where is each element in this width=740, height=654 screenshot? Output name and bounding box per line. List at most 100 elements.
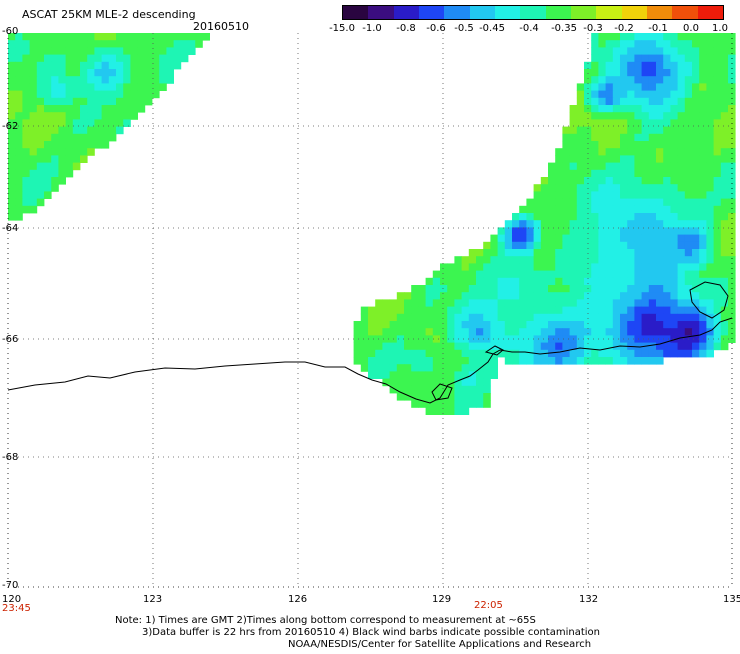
wind-cell xyxy=(670,61,678,70)
wind-cell xyxy=(605,357,614,365)
wind-cell xyxy=(713,270,722,279)
wind-cell xyxy=(548,292,556,300)
wind-cell xyxy=(512,277,520,286)
wind-cell xyxy=(720,263,729,271)
wind-cell xyxy=(677,256,686,264)
wind-cell xyxy=(612,299,621,307)
wind-cell xyxy=(65,155,74,163)
wind-cell xyxy=(490,328,498,336)
wind-cell xyxy=(648,299,657,307)
wind-cell xyxy=(94,126,102,135)
wind-cell xyxy=(598,54,606,63)
wind-cell xyxy=(584,256,592,264)
wind-cell xyxy=(605,256,614,264)
wind-cell xyxy=(684,292,693,300)
wind-cell xyxy=(101,83,110,91)
wind-cell xyxy=(497,342,506,351)
wind-cell xyxy=(663,249,671,257)
wind-cell xyxy=(591,184,599,192)
wind-cell xyxy=(548,169,556,178)
wind-cell xyxy=(144,90,153,99)
wind-cell xyxy=(382,335,390,343)
colorbar-swatch xyxy=(697,6,723,19)
wind-cell xyxy=(8,105,16,113)
wind-cell xyxy=(620,227,628,235)
wind-cell xyxy=(101,69,110,77)
wind-cell xyxy=(684,241,693,250)
wind-cell xyxy=(476,342,484,351)
wind-cell xyxy=(648,141,657,149)
wind-cell xyxy=(656,285,664,293)
wind-cell xyxy=(706,76,714,84)
wind-cell xyxy=(483,277,491,286)
wind-cell xyxy=(87,47,95,55)
wind-cell xyxy=(432,342,441,351)
wind-cell xyxy=(562,184,570,192)
wind-cell xyxy=(605,119,614,127)
wind-cell xyxy=(684,205,693,214)
wind-cell xyxy=(540,184,549,192)
wind-cell xyxy=(598,169,606,178)
wind-cell xyxy=(411,328,419,336)
wind-cell xyxy=(677,349,686,358)
wind-cell xyxy=(620,112,628,120)
wind-cell xyxy=(677,328,686,336)
wind-cell xyxy=(137,40,146,48)
wind-cell xyxy=(483,270,491,279)
wind-cell xyxy=(483,385,491,394)
wind-cell xyxy=(418,349,426,358)
wind-cell xyxy=(36,76,45,84)
wind-cell xyxy=(526,277,534,286)
wind-cell xyxy=(728,249,736,257)
wind-cell xyxy=(65,97,74,106)
colorbar-swatch xyxy=(444,6,470,19)
wind-cell xyxy=(533,227,542,235)
lon-label-132: 132 xyxy=(579,594,599,605)
wind-cell xyxy=(620,249,628,257)
wind-cell xyxy=(591,33,599,41)
wind-cell xyxy=(58,177,66,185)
wind-cell xyxy=(692,105,700,113)
wind-cell xyxy=(526,335,534,343)
wind-cell xyxy=(65,126,74,135)
wind-cell xyxy=(555,177,563,185)
wind-cell xyxy=(87,76,95,84)
wind-cell xyxy=(404,385,412,394)
wind-cell xyxy=(58,126,66,135)
wind-cell xyxy=(677,69,686,77)
wind-cell xyxy=(533,241,542,250)
wind-cell xyxy=(692,177,700,185)
wind-cell xyxy=(29,105,38,113)
wind-cell xyxy=(353,328,362,336)
wind-cell xyxy=(389,364,398,372)
wind-cell xyxy=(648,76,657,84)
wind-cell xyxy=(612,112,621,120)
wind-cell xyxy=(605,162,614,171)
wind-cell xyxy=(591,342,599,351)
wind-cell xyxy=(555,357,563,365)
wind-cell xyxy=(461,357,470,365)
wind-cell xyxy=(454,263,462,271)
wind-cell xyxy=(548,270,556,279)
wind-cell xyxy=(612,321,621,329)
wind-cell xyxy=(504,263,513,271)
wind-cell xyxy=(663,83,671,91)
wind-cell xyxy=(58,155,66,163)
wind-cell xyxy=(108,133,117,142)
colorbar-labels: -15.0 -1.0 -0.8 -0.6 -0.5 -0.45 -0.4 -0.35 -0.3-… xyxy=(328,23,740,37)
colorbar-label: -0.6 xyxy=(426,23,446,34)
wind-cell xyxy=(15,133,23,142)
wind-cell xyxy=(548,357,556,365)
wind-cell xyxy=(461,313,470,322)
wind-cell xyxy=(555,184,563,192)
wind-cell xyxy=(562,306,570,315)
wind-cell xyxy=(432,407,441,415)
wind-cell xyxy=(605,97,614,106)
wind-cell xyxy=(540,335,549,343)
wind-cell xyxy=(598,177,606,185)
wind-cell xyxy=(598,285,606,293)
wind-cell xyxy=(576,285,585,293)
wind-cell xyxy=(540,198,549,207)
wind-cell xyxy=(555,306,563,315)
wind-cell xyxy=(22,177,30,185)
